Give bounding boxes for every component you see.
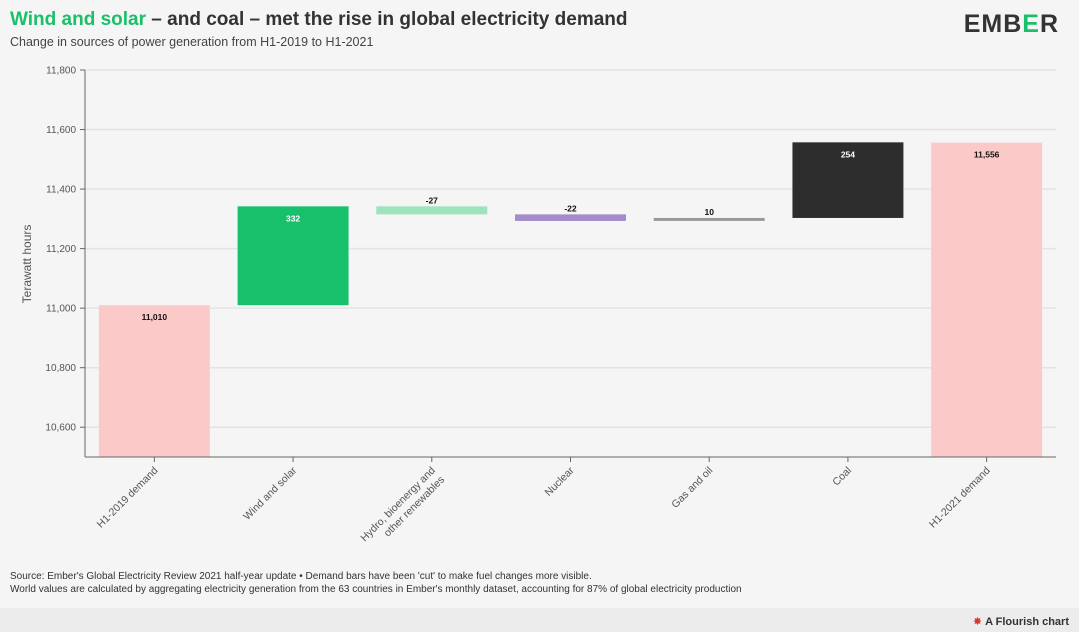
flourish-credit[interactable]: ✸ A Flourish chart <box>973 615 1069 628</box>
y-tick-label: 11,400 <box>46 185 76 196</box>
x-tick-label-line: Coal <box>830 465 854 489</box>
source-note: Source: Ember's Global Electricity Revie… <box>10 571 592 582</box>
x-tick-label-line: Nuclear <box>543 464 577 498</box>
bar-h1-2021-demand[interactable] <box>931 142 1043 458</box>
bar-h1-2019-demand[interactable] <box>98 305 210 457</box>
y-tick-label: 11,000 <box>46 304 76 315</box>
x-tick-label: H1-2019 demand <box>95 465 161 531</box>
x-tick-label-line: Gas and oil <box>669 465 715 511</box>
logo-text-start: EMB <box>963 10 1023 38</box>
ember-logo[interactable]: EMBER <box>964 10 1059 39</box>
grid-lines <box>85 69 1056 428</box>
logo-text-end: R <box>1039 10 1059 38</box>
x-tick-label: Hydro, bioenergy andother renewables <box>358 465 447 554</box>
bar-value-label: 332 <box>286 213 300 223</box>
flourish-label: A Flourish chart <box>985 616 1069 628</box>
chart-title: Wind and solar – and coal – met the rise… <box>10 9 628 31</box>
bar-hydro-bioenergy-and-other-renewables[interactable] <box>376 206 488 215</box>
x-tick-label: Gas and oil <box>669 465 715 511</box>
x-tick-label: Coal <box>830 465 854 489</box>
bar-value-label: -27 <box>426 195 439 205</box>
y-tick-label: 10,800 <box>45 363 76 374</box>
y-tick-label: 11,600 <box>46 125 76 136</box>
x-tick-label-line: H1-2021 demand <box>927 465 993 531</box>
bar-value-label: 11,556 <box>974 150 1000 160</box>
chart-title-rest: – and coal – met the rise in global elec… <box>146 9 628 30</box>
flourish-star-icon: ✸ <box>972 616 983 628</box>
chart-subtitle: Change in sources of power generation fr… <box>10 35 374 49</box>
bar-value-label: 254 <box>841 149 855 159</box>
bar-value-label: -22 <box>564 203 577 213</box>
y-tick-label: 11,800 <box>46 66 76 77</box>
x-tick-label: Wind and solar <box>241 464 299 522</box>
methodology-note: World values are calculated by aggregati… <box>10 584 742 595</box>
x-tick-label: H1-2021 demand <box>927 465 993 531</box>
y-tick-label: 11,200 <box>46 244 76 255</box>
bar-value-label: 11,010 <box>142 312 168 322</box>
bar-gas-and-oil[interactable] <box>653 217 765 221</box>
chart-footer: Source: Ember's Global Electricity Revie… <box>10 570 742 596</box>
x-tick-label: Nuclear <box>543 464 577 498</box>
chart-title-highlight: Wind and solar <box>10 9 147 30</box>
bar-value-label: 10 <box>704 207 714 217</box>
flourish-bar <box>0 608 1079 632</box>
bar-coal[interactable] <box>792 142 904 218</box>
x-tick-label-line: Wind and solar <box>241 464 299 522</box>
x-tick-label-line: H1-2019 demand <box>95 465 161 531</box>
bar-wind-and-solar[interactable] <box>237 206 349 306</box>
bar-nuclear[interactable] <box>515 214 626 221</box>
logo-mark: E <box>1022 10 1040 38</box>
y-axis-label: Terawatt hours <box>20 225 34 304</box>
y-tick-label: 10,600 <box>45 423 76 434</box>
waterfall-chart: 11,010 332 -27 -22 10 254 11,556 10,600 10,800 1… <box>20 66 1056 554</box>
x-tick-label-line: Hydro, bioenergy and <box>358 465 438 545</box>
bars: 11,010 332 -27 -22 10 254 11,556 <box>98 142 1043 458</box>
